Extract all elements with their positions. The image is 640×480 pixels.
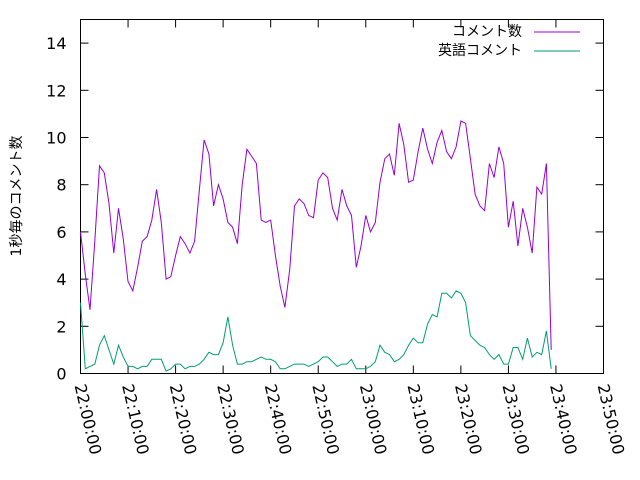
- y-tick-label: 2: [56, 317, 66, 336]
- series-line-comments: [80, 120, 552, 350]
- plot-frame: [80, 19, 604, 374]
- x-tick-label: 23:40:00: [546, 382, 581, 456]
- y-tick-label: 4: [56, 270, 66, 289]
- x-tick-label: 23:10:00: [403, 382, 438, 456]
- y-tick-label: 12: [46, 81, 66, 100]
- y-axis: 0 2 4 6 8 10 12 14: [46, 34, 604, 384]
- y-tick-label: 8: [56, 176, 66, 195]
- y-tick-label: 0: [56, 365, 66, 384]
- y-tick-label: 10: [46, 129, 66, 148]
- y-tick-label: 6: [56, 223, 66, 242]
- series-layer: [80, 120, 552, 372]
- x-tick-label: 23:20:00: [451, 382, 486, 456]
- x-tick-label: 22:00:00: [71, 382, 106, 456]
- x-tick-label: 22:10:00: [118, 382, 153, 456]
- series-line-english-comments: [80, 290, 552, 372]
- x-tick-label: 22:40:00: [261, 382, 296, 456]
- x-axis: 22:00:00 22:10:00 22:20:00 22:30:00 22:40:00…: [71, 19, 629, 456]
- y-tick-label: 14: [46, 34, 66, 53]
- legend: コメント数 英語コメント: [438, 24, 580, 59]
- legend-label-english-comments: 英語コメント: [438, 42, 522, 59]
- x-tick-label: 22:20:00: [166, 382, 201, 456]
- x-tick-label: 23:50:00: [594, 382, 629, 456]
- legend-label-comments: コメント数: [452, 24, 522, 40]
- y-axis-label: 1秒毎のコメント数: [9, 136, 25, 257]
- x-tick-label: 22:30:00: [213, 382, 248, 456]
- x-tick-label: 23:30:00: [499, 382, 534, 456]
- x-tick-label: 22:50:00: [308, 382, 343, 456]
- x-tick-label: 23:00:00: [356, 382, 391, 456]
